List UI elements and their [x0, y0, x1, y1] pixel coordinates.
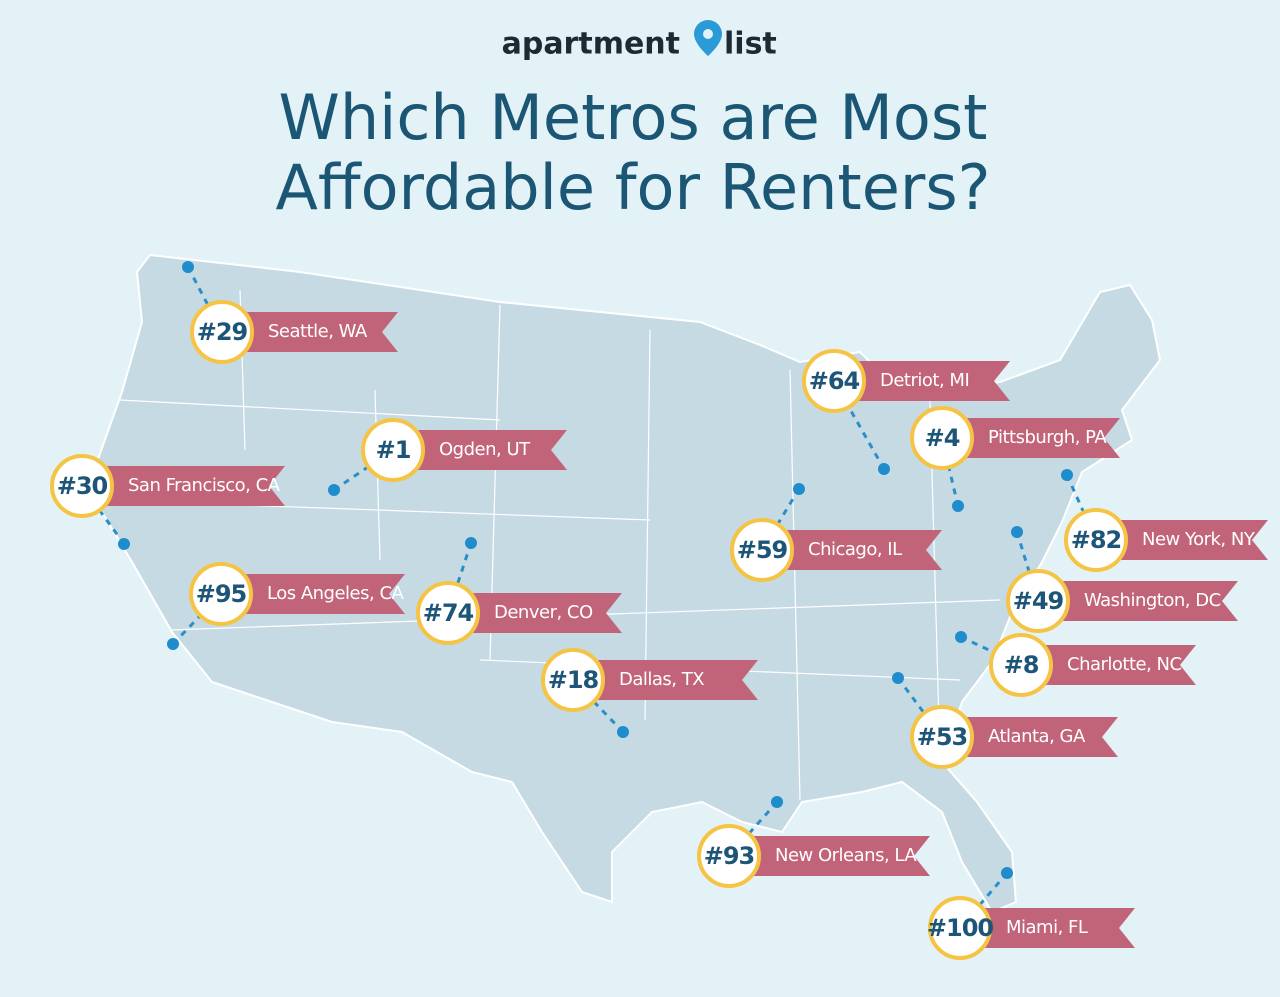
city: Atlanta, GA [988, 726, 1086, 747]
ribbon [844, 361, 1010, 401]
marker: #1 Ogden, UT [328, 418, 567, 496]
rank: #74 [423, 599, 474, 627]
city: New York, NY [1142, 529, 1256, 550]
ribbon [952, 418, 1120, 458]
us-map [95, 253, 1162, 914]
location-dot [182, 261, 194, 273]
city: Los Angeles, CA [267, 583, 405, 604]
location-dot [617, 726, 629, 738]
ribbon [970, 908, 1135, 948]
city: Charlotte, NC [1067, 654, 1182, 675]
city: San Francisco, CA [128, 475, 281, 496]
location-dot [955, 631, 967, 643]
marker: #100 Miami, FL [927, 867, 1135, 960]
marker: #18 Dallas, TX [541, 648, 758, 738]
location-dot [1061, 469, 1073, 481]
marker: #74 Denver, CO [416, 537, 622, 645]
rank-badge [1006, 569, 1070, 633]
rank-badge [928, 896, 992, 960]
rank: #18 [548, 666, 599, 694]
markers: #29 Seattle, WA #1 Ogden, UT #30 San Francisc… [50, 261, 1268, 960]
location-dot [892, 672, 904, 684]
ribbon [952, 717, 1118, 757]
rank: #49 [1013, 587, 1064, 615]
rank: #1 [376, 436, 411, 464]
city: Detriot, MI [880, 370, 969, 391]
rank: #8 [1004, 651, 1039, 679]
location-dot [1001, 867, 1013, 879]
rank: #82 [1071, 526, 1122, 554]
city: New Orleans, LA [775, 845, 917, 866]
ribbon [1048, 581, 1238, 621]
location-dot [952, 500, 964, 512]
location-dot [793, 483, 805, 495]
city: Washington, DC [1084, 590, 1221, 611]
ribbon [92, 466, 285, 506]
marker: #53 Atlanta, GA [892, 672, 1118, 769]
logo-left: apartment [502, 27, 680, 62]
ribbon [583, 660, 758, 700]
rank-badge [989, 633, 1053, 697]
marker: #82 New York, NY [1061, 469, 1268, 572]
location-dot [328, 484, 340, 496]
logo-right: list [724, 27, 777, 62]
marker: #29 Seattle, WA [182, 261, 398, 364]
rank: #53 [917, 723, 968, 751]
location-dot [1011, 526, 1023, 538]
ribbon [1031, 645, 1196, 685]
rank-badge [697, 824, 761, 888]
rank-badge [730, 518, 794, 582]
rank-badge [50, 454, 114, 518]
city: Dallas, TX [619, 669, 704, 690]
marker: #30 San Francisco, CA [50, 454, 285, 550]
ribbon [772, 530, 942, 570]
location-dot [167, 638, 179, 650]
marker: #4 Pittsburgh, PA [910, 406, 1120, 512]
ribbon [458, 593, 622, 633]
rank: #30 [57, 472, 108, 500]
ribbon [1106, 520, 1268, 560]
marker: #95 Los Angeles, CA [167, 562, 405, 650]
rank: #4 [925, 424, 960, 452]
rank: #95 [196, 580, 247, 608]
rank: #64 [809, 367, 860, 395]
rank-badge [1064, 508, 1128, 572]
location-dot [118, 538, 130, 550]
city: Chicago, IL [808, 539, 902, 560]
rank-badge [910, 705, 974, 769]
location-dot [465, 537, 477, 549]
rank-badge [541, 648, 605, 712]
ribbon [232, 312, 398, 352]
rank-badge [361, 418, 425, 482]
rank: #59 [737, 536, 788, 564]
title-line: Which Metros are Most [279, 81, 988, 154]
city: Pittsburgh, PA [988, 427, 1107, 448]
city: Ogden, UT [439, 439, 531, 460]
marker: #8 Charlotte, NC [955, 631, 1196, 697]
rank-badge [190, 300, 254, 364]
rank-badge [802, 349, 866, 413]
logo-pin-hole [703, 29, 713, 39]
location-dot [771, 796, 783, 808]
marker: #59 Chicago, IL [730, 483, 942, 582]
marker: #64 Detriot, MI [802, 349, 1010, 475]
rank: #29 [197, 318, 248, 346]
title-line: Affordable for Renters? [275, 151, 990, 224]
rank: #93 [704, 842, 755, 870]
rank-badge [910, 406, 974, 470]
ribbon [739, 836, 930, 876]
rank: #100 [927, 914, 994, 942]
marker: #93 New Orleans, LA [697, 796, 930, 888]
location-dot [878, 463, 890, 475]
city: Miami, FL [1006, 917, 1088, 938]
ribbon [403, 430, 567, 470]
marker: #49 Washington, DC [1006, 526, 1238, 633]
ribbon [231, 574, 405, 614]
city: Seattle, WA [268, 321, 368, 342]
city: Denver, CO [494, 602, 593, 623]
rank-badge [416, 581, 480, 645]
rank-badge [189, 562, 253, 626]
